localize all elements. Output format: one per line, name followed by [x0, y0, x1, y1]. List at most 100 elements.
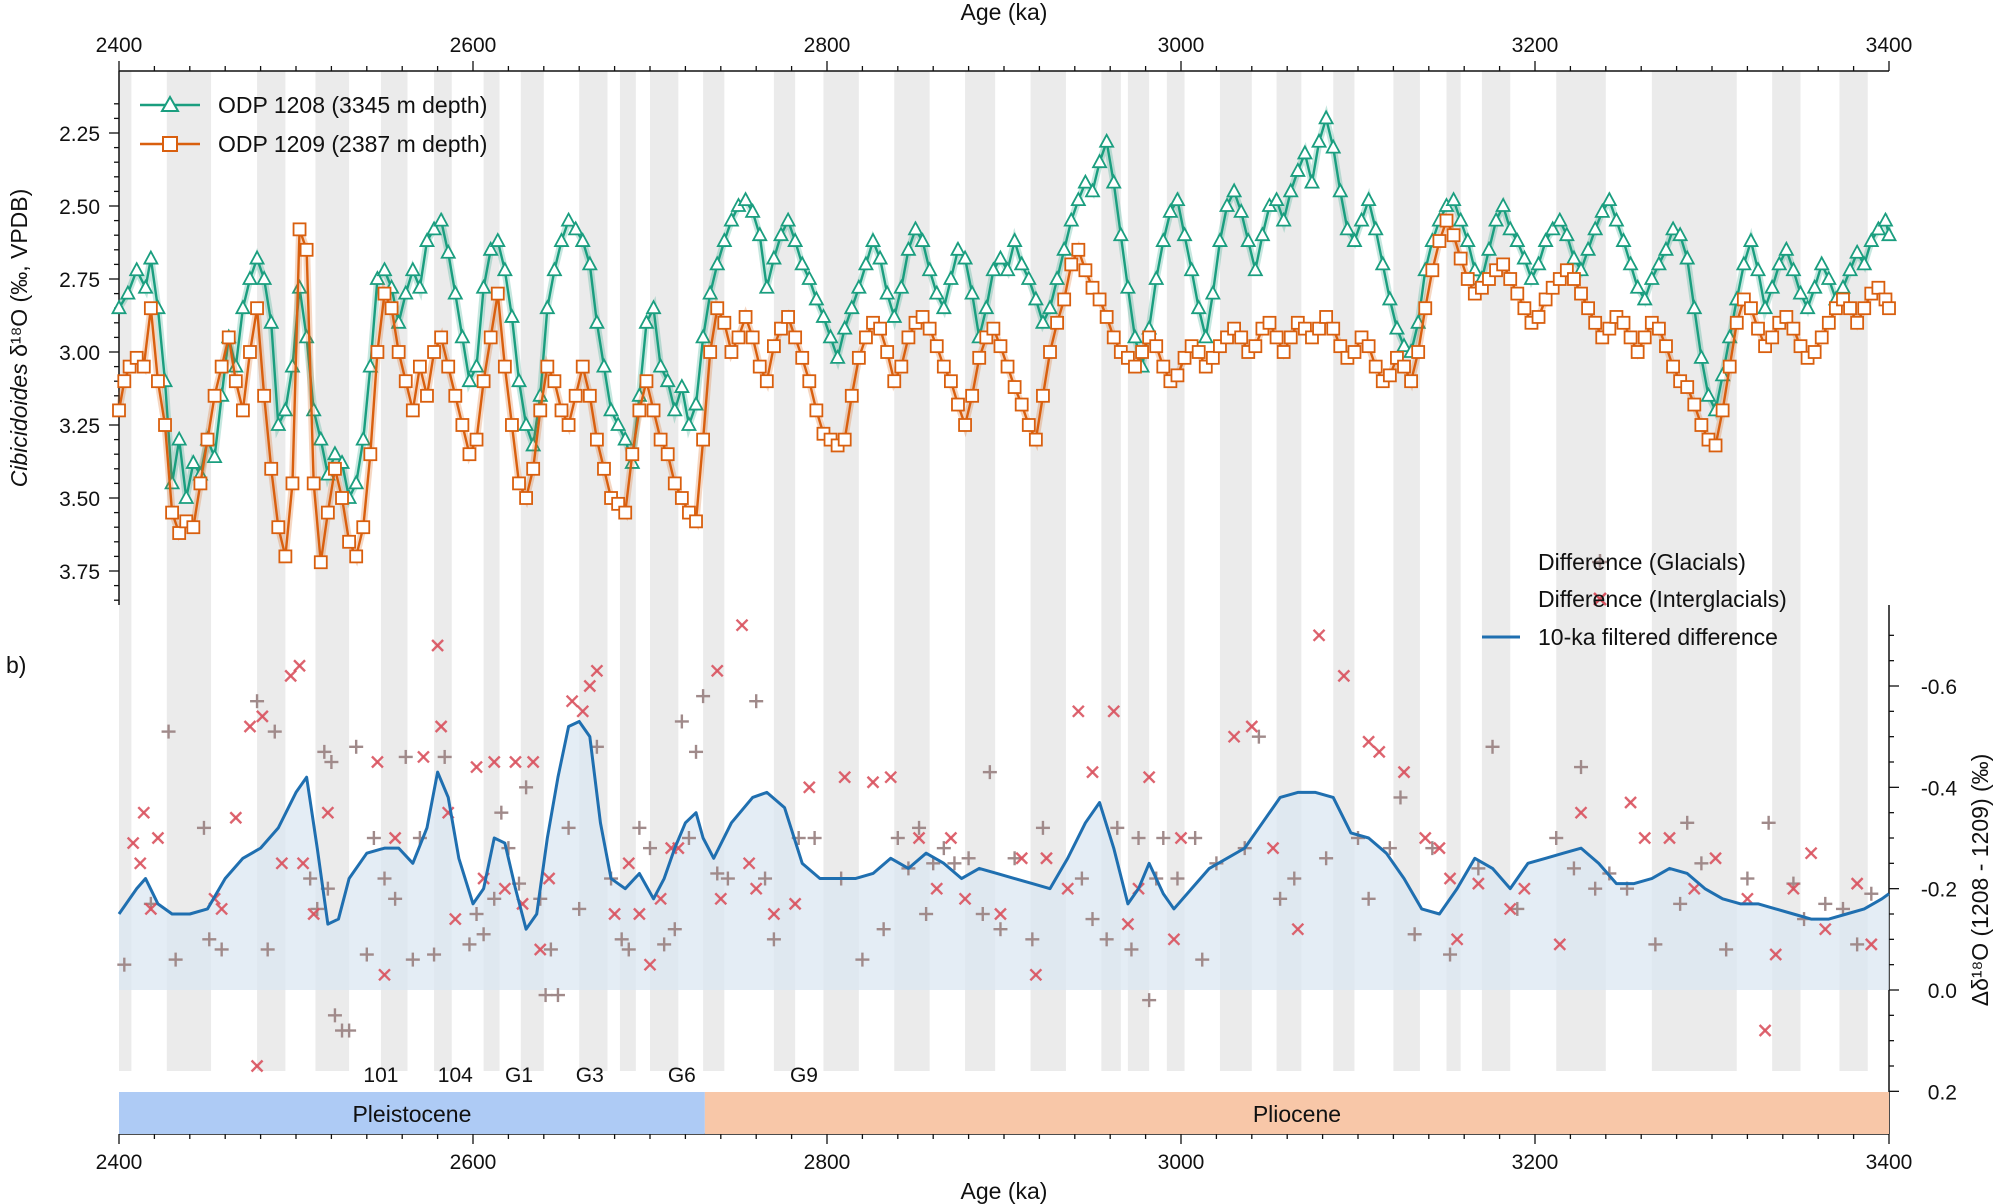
odp1208-point: [1509, 232, 1526, 247]
odp1208-point: [1622, 255, 1639, 271]
odp1208-point: [348, 474, 365, 490]
odp1209-point: [172, 526, 187, 540]
legend-interglacial-label: Difference (Interglacials): [1538, 586, 1787, 612]
odp1209-point: [1460, 272, 1475, 286]
odp1208-point: [1856, 255, 1873, 271]
x-b: [1029, 968, 1043, 982]
odp1209-point: [915, 310, 930, 324]
x-b: [930, 882, 944, 896]
x-b: [1574, 806, 1588, 820]
left-tick-label: 2.75: [59, 269, 100, 292]
odp1208-point: [1764, 278, 1781, 294]
odp1208-point: [695, 328, 712, 344]
odp1208-point: [376, 261, 393, 277]
odp1208-point: [362, 357, 379, 373]
odp1209-point: [653, 432, 668, 447]
x-b: [802, 780, 816, 794]
odp1209-point: [1191, 345, 1206, 359]
x-b: [622, 856, 636, 870]
interglacial-difference-point: [250, 1059, 264, 1073]
odp1209-point: [1729, 315, 1744, 330]
glacial-difference-point: [657, 937, 672, 952]
odp1209-point: [1453, 251, 1468, 266]
bottom-tick-label: 3400: [1866, 1151, 1913, 1174]
x-b: [633, 907, 646, 921]
odp1209-point: [639, 374, 654, 389]
odp1209-point: [1312, 321, 1326, 336]
glacial-band: [1772, 71, 1801, 1071]
epoch-pliocene: [704, 1092, 1889, 1134]
odp1208-point: [801, 270, 818, 285]
odp1209-point: [590, 432, 604, 447]
odp1209-point: [1574, 286, 1588, 301]
glacial-difference-point: [1864, 886, 1879, 901]
odp1208-point: [1388, 319, 1405, 335]
odp1209-point: [112, 403, 126, 418]
odp1209-point: [200, 432, 215, 447]
odp1208-point: [539, 299, 556, 315]
odp1208-point: [1077, 173, 1094, 189]
glacial-difference-point: [427, 947, 442, 962]
odp1208-point: [985, 261, 1002, 277]
odp1209-point: [469, 432, 484, 447]
odp1209-point: [1687, 397, 1702, 412]
odp1209-point: [1036, 388, 1050, 403]
odp1208-point: [1126, 328, 1143, 344]
odp1209-point: [1751, 321, 1765, 336]
interglacial-difference-point: [1472, 877, 1485, 890]
odp1208-point: [1537, 232, 1554, 247]
interglacial-difference-point: [1518, 882, 1531, 896]
odp1209-point: [1538, 292, 1553, 307]
odp1208-point: [1459, 232, 1476, 247]
odp1208-point: [1615, 232, 1632, 247]
odp1208-point: [588, 313, 605, 329]
odp1209-point: [1361, 339, 1376, 354]
odp1208-point: [1346, 232, 1363, 247]
odp1209-point: [1517, 301, 1532, 316]
odp1209-point: [554, 403, 569, 418]
odp1209-point: [1623, 330, 1638, 345]
odp1208-point: [716, 232, 733, 247]
odp1208-point: [1757, 299, 1774, 315]
odp1208-point: [277, 401, 294, 417]
odp1208-point: [1629, 278, 1646, 294]
bottom-tick-label: 3200: [1512, 1151, 1559, 1174]
odp1209-point: [660, 447, 675, 462]
glacial-difference-point: [398, 749, 413, 764]
interglacial-difference-point: [498, 882, 512, 896]
x-b: [710, 664, 724, 678]
odp1209-point: [1021, 418, 1036, 432]
odp1208-point: [1842, 261, 1859, 277]
odp1208-point: [907, 220, 924, 236]
odp1208-point: [942, 270, 959, 285]
odp1208-point: [1162, 202, 1179, 218]
odp1209-point: [1319, 310, 1334, 324]
odp1208-point: [440, 243, 457, 259]
interglacial-difference-point: [434, 720, 448, 733]
odp1209-point: [165, 505, 180, 520]
x-b: [256, 710, 269, 723]
glacial-difference-point: [303, 871, 318, 886]
odp1208-point: [1714, 366, 1731, 382]
odp1208-point: [1105, 173, 1122, 189]
legend-filtered-label: 10-ka filtered difference: [1538, 624, 1778, 650]
glacial-difference-point: [1673, 896, 1688, 911]
odp1208-point: [1091, 153, 1108, 169]
x-b: [378, 968, 391, 982]
odp1209-point: [1333, 339, 1348, 354]
odp1209-point: [667, 476, 682, 491]
odp1208-point: [1650, 255, 1667, 271]
odp1209-point: [1269, 330, 1284, 345]
interglacial-difference-point: [388, 831, 402, 845]
glacial-difference-point: [890, 831, 905, 845]
odp1208-point: [1374, 255, 1391, 271]
odp1209-point: [837, 432, 852, 447]
odp1209-point: [1882, 301, 1896, 316]
glacial-difference-point: [982, 765, 997, 780]
odp1208-point: [1353, 211, 1370, 227]
odp1209-point: [405, 403, 420, 418]
glacial-difference-point: [1007, 851, 1022, 866]
glacial-difference-point: [538, 988, 553, 1003]
odp1209-point: [859, 330, 873, 345]
glacial-difference-point: [1407, 927, 1422, 942]
